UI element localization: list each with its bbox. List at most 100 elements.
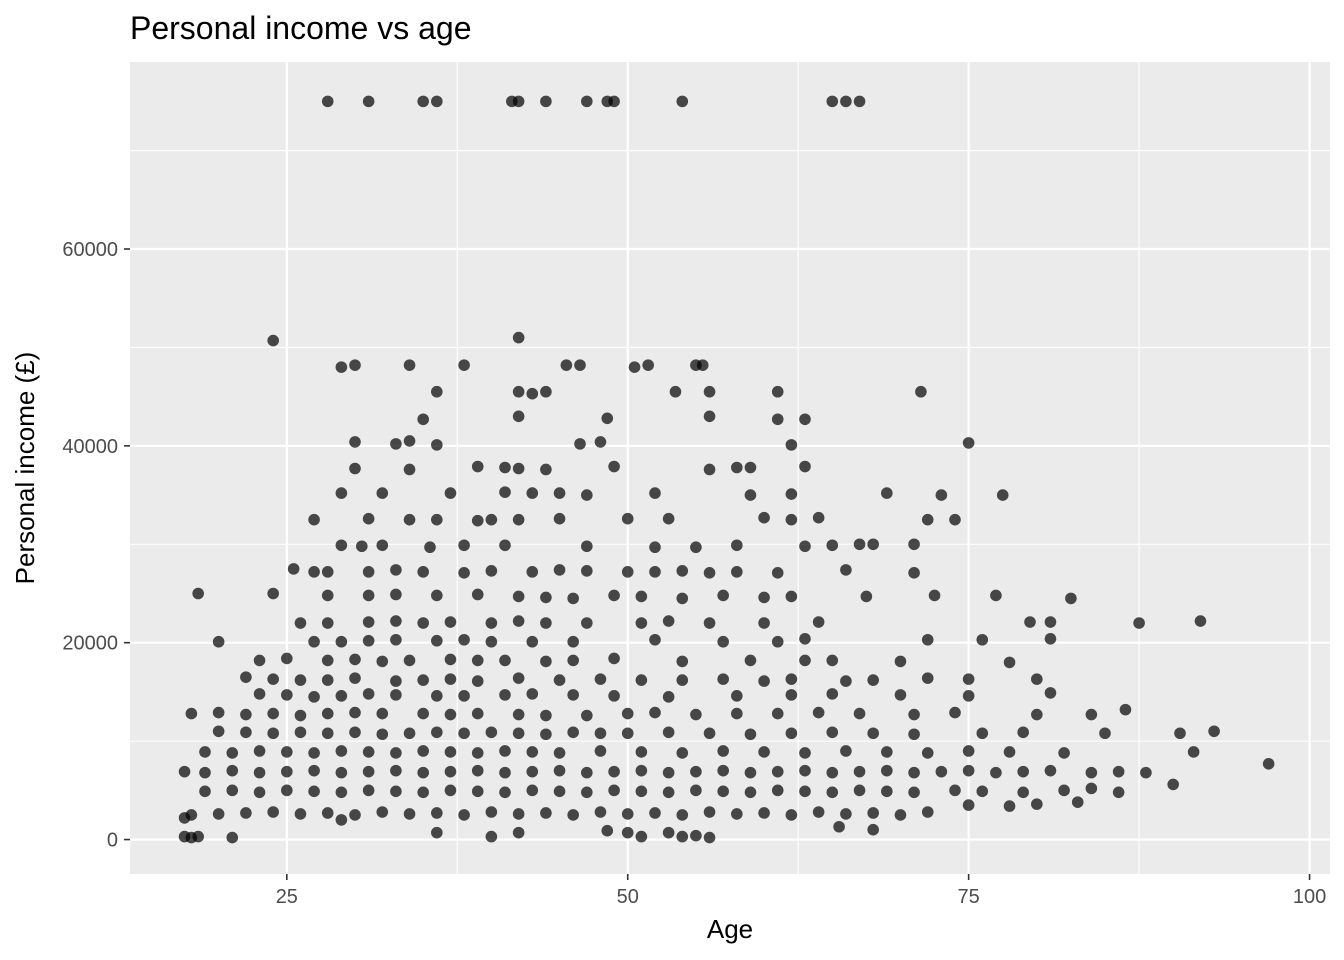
data-point [512, 615, 525, 627]
data-point [908, 766, 920, 779]
data-point [649, 487, 661, 499]
data-point [731, 808, 743, 820]
data-point [335, 786, 348, 799]
data-point [417, 786, 429, 799]
data-point [512, 672, 525, 684]
data-point [335, 539, 348, 552]
data-point [785, 689, 798, 701]
data-point [785, 513, 798, 526]
data-point [921, 806, 934, 818]
data-point [826, 786, 839, 799]
data-point [267, 334, 279, 347]
data-point [199, 766, 211, 779]
data-point [1058, 747, 1070, 759]
y-tick-label: 60000 [62, 239, 118, 261]
data-point [840, 675, 852, 687]
data-point [621, 808, 634, 820]
data-point [240, 807, 252, 819]
data-point [253, 745, 266, 757]
data-point [996, 489, 1009, 501]
data-point [540, 728, 552, 741]
data-point [471, 514, 484, 527]
data-point [962, 437, 975, 449]
data-point [362, 566, 375, 578]
data-point [915, 385, 927, 398]
data-point [785, 727, 798, 740]
data-point [540, 385, 552, 398]
data-point [321, 566, 334, 578]
data-point [240, 708, 252, 721]
data-point [662, 512, 675, 525]
data-point [771, 635, 784, 648]
data-point [417, 707, 429, 720]
data-point [1085, 782, 1098, 795]
data-point [308, 635, 320, 648]
data-point [553, 674, 566, 686]
data-point [840, 808, 852, 820]
data-point [628, 361, 641, 373]
data-point [1085, 766, 1098, 779]
data-point [662, 691, 675, 703]
data-point [581, 709, 593, 722]
data-point [717, 635, 729, 648]
data-point [853, 765, 866, 778]
data-point [785, 590, 798, 603]
data-point [635, 590, 648, 603]
data-point [362, 95, 375, 108]
plot-panel [130, 62, 1330, 874]
data-point [833, 820, 845, 833]
data-point [253, 786, 266, 799]
data-point [431, 439, 443, 451]
data-point [717, 589, 729, 602]
data-point [267, 707, 279, 720]
data-point [308, 513, 320, 526]
data-point [962, 799, 975, 811]
data-point [635, 785, 648, 798]
data-point [417, 617, 429, 629]
data-point [1167, 778, 1179, 791]
data-point [567, 635, 579, 648]
data-point [1133, 617, 1145, 629]
data-point [212, 706, 225, 719]
data-point [212, 808, 225, 820]
data-point [178, 765, 191, 778]
data-point [499, 654, 511, 667]
data-point [390, 615, 402, 627]
data-point [512, 462, 525, 475]
x-axis: 25 50 75 100 [276, 874, 1326, 908]
data-point [199, 785, 211, 798]
data-point [758, 591, 770, 604]
data-point [881, 764, 893, 777]
data-point [921, 747, 934, 759]
data-point [608, 652, 620, 665]
data-point [771, 765, 784, 778]
data-point [553, 487, 566, 499]
data-point [1044, 687, 1057, 699]
data-point [921, 513, 934, 526]
data-point [349, 672, 361, 684]
data-point [581, 565, 593, 577]
data-point [1044, 632, 1057, 645]
data-point [1187, 746, 1200, 758]
data-point [485, 830, 498, 843]
data-point [867, 538, 879, 551]
data-point [840, 745, 852, 757]
data-point [281, 746, 293, 758]
data-point [949, 706, 961, 719]
data-point [608, 765, 620, 778]
data-point [362, 746, 375, 758]
data-point [471, 785, 484, 798]
data-point [908, 786, 920, 799]
data-point [444, 653, 457, 666]
data-point [512, 513, 525, 526]
major-gridlines [130, 62, 1330, 874]
data-point [758, 746, 770, 758]
data-point [321, 95, 334, 108]
data-point [908, 538, 920, 551]
data-point [758, 807, 770, 819]
data-point [812, 806, 825, 818]
data-point [853, 538, 866, 551]
data-point [642, 359, 654, 371]
data-point [560, 359, 573, 371]
data-point [703, 831, 716, 844]
